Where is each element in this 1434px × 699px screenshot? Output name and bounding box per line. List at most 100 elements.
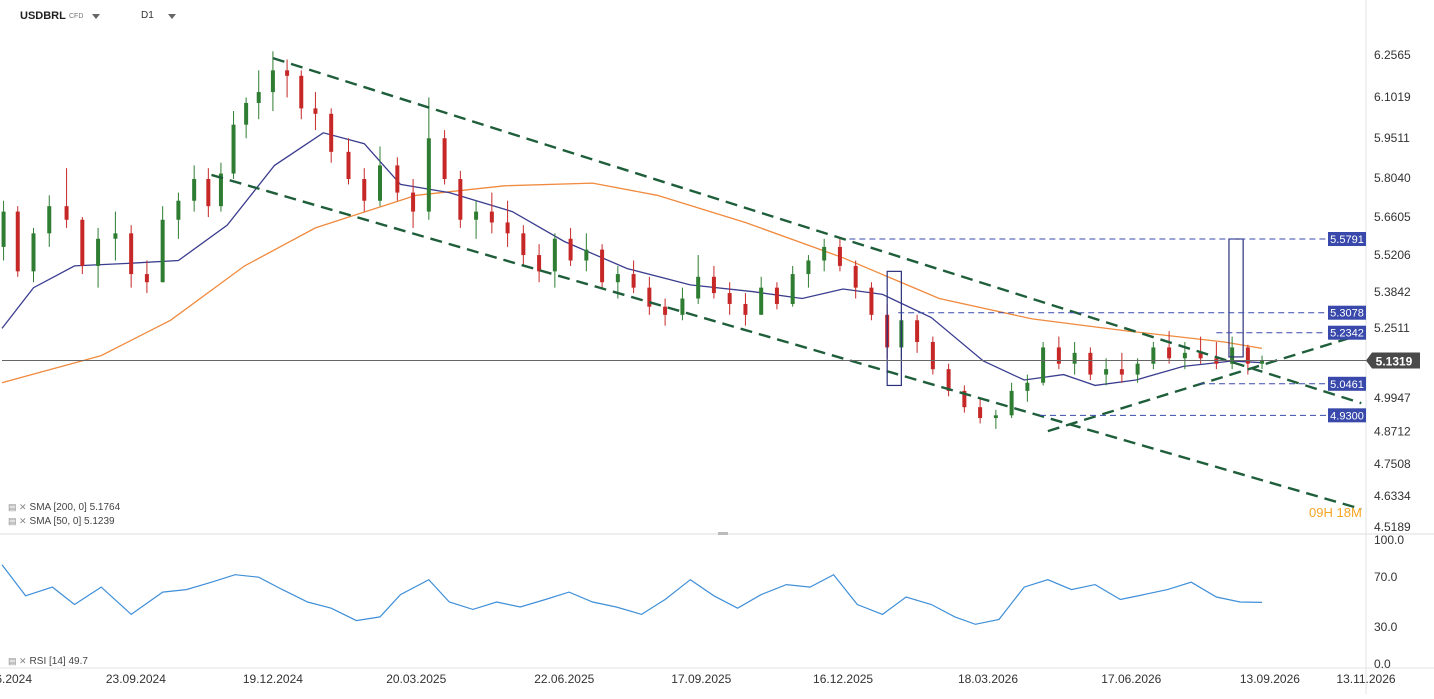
level-label-bg bbox=[1328, 232, 1366, 247]
highlight-box bbox=[1228, 238, 1244, 358]
level-label: 5.3078 bbox=[1330, 308, 1364, 320]
candle-body bbox=[285, 70, 290, 76]
countdown-hours: 09 bbox=[1309, 505, 1324, 520]
candle-body bbox=[946, 369, 951, 391]
candle-body bbox=[568, 238, 573, 261]
candle-body bbox=[346, 151, 351, 180]
candle-body bbox=[962, 390, 967, 408]
candle-body bbox=[727, 293, 732, 304]
candle-body bbox=[680, 298, 685, 315]
candle-body bbox=[1151, 347, 1156, 364]
settings-icon[interactable]: ▤ ✕ bbox=[8, 502, 27, 512]
candle-body bbox=[113, 233, 118, 239]
level-label: 5.5791 bbox=[1330, 234, 1364, 246]
candle-body bbox=[474, 211, 479, 220]
symbol-dropdown-caret-icon[interactable] bbox=[92, 14, 100, 19]
candle-body bbox=[1041, 347, 1046, 383]
level-label-bg bbox=[1328, 408, 1366, 423]
x-tick-label: 17.06.2026 bbox=[1101, 672, 1161, 686]
rsi-legend[interactable]: ▤ ✕ RSI [14] 49.7 bbox=[8, 656, 88, 667]
candle-body bbox=[711, 276, 716, 294]
candle-body bbox=[458, 179, 463, 220]
candle-body bbox=[1009, 390, 1014, 416]
candle-body bbox=[521, 233, 526, 256]
candle-body bbox=[552, 238, 557, 272]
candle-body bbox=[362, 179, 367, 201]
y-tick-label: 5.5206 bbox=[1374, 248, 1411, 262]
current-price-label: 5.1319 bbox=[1376, 354, 1413, 368]
x-tick-label: 13.11.2026 bbox=[1336, 672, 1395, 686]
candle-body bbox=[584, 249, 589, 261]
candle-body bbox=[537, 255, 542, 272]
candle-body bbox=[806, 260, 811, 275]
candle-body bbox=[993, 415, 998, 419]
y-tick-label: 6.1019 bbox=[1374, 90, 1411, 104]
candle-body bbox=[299, 75, 304, 109]
y-tick-label: 4.6334 bbox=[1374, 489, 1411, 503]
countdown-minutes-unit: M bbox=[1350, 505, 1362, 520]
candle-body bbox=[774, 287, 779, 304]
y-tick-label: 5.6605 bbox=[1374, 210, 1411, 224]
candle-body bbox=[442, 138, 447, 180]
candle-body bbox=[80, 219, 85, 266]
candle-body bbox=[256, 92, 261, 103]
panel-resize-handle[interactable] bbox=[718, 532, 728, 535]
timeframe-dropdown-caret-icon[interactable] bbox=[168, 14, 176, 19]
candle-body bbox=[244, 102, 249, 125]
candle-body bbox=[218, 173, 223, 207]
candle-body bbox=[1088, 352, 1093, 375]
timeframe-label[interactable]: D1 bbox=[141, 10, 154, 21]
candle-body bbox=[64, 206, 69, 220]
x-tick-label: 18.03.2026 bbox=[958, 672, 1018, 686]
candle-body bbox=[837, 246, 842, 266]
trend-channel-line bbox=[1047, 333, 1362, 433]
candle-body bbox=[176, 200, 181, 220]
candle-body bbox=[329, 113, 334, 152]
level-label: 5.2342 bbox=[1330, 328, 1364, 340]
x-tick-label: 13.09.2026 bbox=[1240, 672, 1300, 686]
instrument-type-label: CFD bbox=[69, 13, 84, 20]
candle-body bbox=[759, 287, 764, 315]
x-tick-label: 16.12.2025 bbox=[813, 672, 873, 686]
candle-body bbox=[1135, 363, 1140, 375]
rsi-y-tick-label: 70.0 bbox=[1374, 570, 1398, 584]
candle-body bbox=[822, 246, 827, 261]
candle-body bbox=[853, 265, 858, 288]
candle-body bbox=[869, 287, 874, 315]
x-tick-label: 22.06.2025 bbox=[534, 672, 594, 686]
candle-body bbox=[1214, 358, 1219, 364]
x-tick-label: 30.06.2024 bbox=[0, 672, 32, 686]
settings-icon[interactable]: ▤ ✕ bbox=[8, 516, 27, 526]
candle-body bbox=[696, 276, 701, 299]
candle-body bbox=[915, 320, 920, 342]
candle-body bbox=[160, 219, 165, 283]
candle-body bbox=[663, 306, 668, 315]
countdown-hours-unit: H bbox=[1323, 505, 1333, 520]
candle-body bbox=[930, 341, 935, 370]
candle-body bbox=[489, 211, 494, 223]
symbol-label[interactable]: USDBRL bbox=[20, 10, 66, 22]
candle-body bbox=[1167, 347, 1172, 359]
sma50-line bbox=[1, 132, 1263, 387]
sma50-legend[interactable]: ▤ ✕ SMA [50, 0] 5.1239 bbox=[8, 516, 115, 527]
trend-channel-line bbox=[272, 56, 1362, 405]
y-tick-label: 4.5189 bbox=[1374, 520, 1411, 534]
rsi-legend-text: RSI [14] 49.7 bbox=[29, 656, 88, 667]
candle-body bbox=[1104, 369, 1109, 375]
settings-icon[interactable]: ▤ ✕ bbox=[8, 656, 27, 666]
sma200-legend-text: SMA [200, 0] 5.1764 bbox=[29, 502, 121, 513]
y-tick-label: 5.8040 bbox=[1374, 171, 1411, 185]
candle-body bbox=[426, 138, 431, 212]
candle-body bbox=[1230, 347, 1235, 364]
x-tick-label: 23.09.2024 bbox=[106, 672, 166, 686]
sma200-legend[interactable]: ▤ ✕ SMA [200, 0] 5.1764 bbox=[8, 502, 120, 513]
candle-body bbox=[31, 233, 36, 272]
candle-body bbox=[15, 211, 20, 272]
candle-body bbox=[615, 274, 620, 283]
candle-body bbox=[1260, 360, 1265, 364]
y-tick-label: 6.2565 bbox=[1374, 48, 1411, 62]
candle-body bbox=[231, 124, 236, 174]
trend-channel-line bbox=[211, 173, 1362, 511]
